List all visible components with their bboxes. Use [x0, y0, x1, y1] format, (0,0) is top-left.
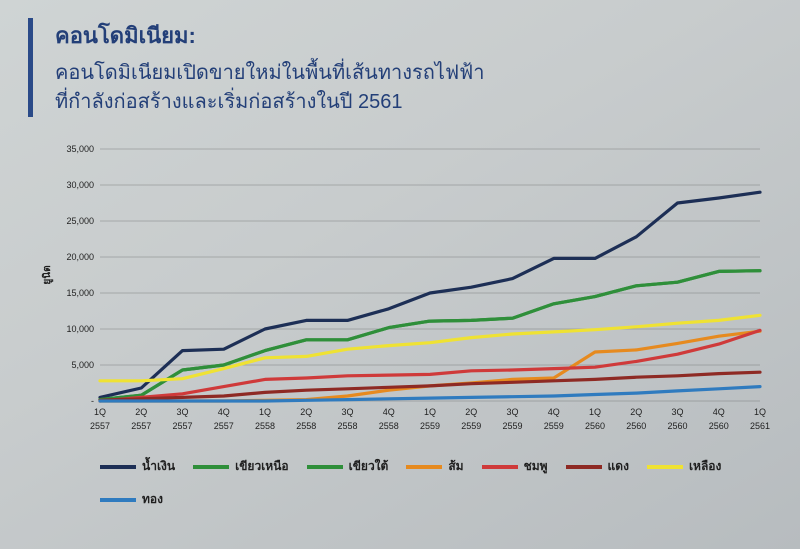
svg-text:35,000: 35,000: [66, 144, 94, 154]
series-yellow: [100, 315, 760, 381]
svg-text:ยูนิต: ยูนิต: [41, 265, 54, 284]
title-block: คอนโดมิเนียม: คอนโดมิเนียมเปิดขายใหม่ในพ…: [28, 18, 770, 117]
legend-swatch: [307, 465, 343, 469]
legend-label: เหลือง: [689, 457, 721, 476]
legend-swatch: [647, 465, 683, 469]
legend-swatch: [100, 498, 136, 502]
legend-label: ชมพู: [524, 457, 548, 476]
svg-text:3Q: 3Q: [341, 407, 353, 417]
legend-swatch: [100, 465, 136, 469]
legend-label: เขียวเหนือ: [235, 457, 289, 476]
svg-text:4Q: 4Q: [383, 407, 395, 417]
svg-text:1Q: 1Q: [754, 407, 766, 417]
legend-item-green_south: เขียวใต้: [307, 457, 389, 476]
svg-text:1Q: 1Q: [259, 407, 271, 417]
legend-item-yellow: เหลือง: [647, 457, 721, 476]
svg-text:-: -: [91, 396, 94, 406]
svg-text:2559: 2559: [502, 421, 522, 431]
series-green_south: [100, 271, 760, 400]
page-subtitle-line1: คอนโดมิเนียมเปิดขายใหม่ในพื้นที่เส้นทางร…: [55, 59, 770, 88]
legend-label: ส้ม: [448, 457, 463, 476]
legend-item-navy: น้ำเงิน: [100, 457, 175, 476]
svg-text:2560: 2560: [626, 421, 646, 431]
legend-item-pink: ชมพู: [482, 457, 548, 476]
legend-label: น้ำเงิน: [142, 457, 175, 476]
svg-text:4Q: 4Q: [713, 407, 725, 417]
legend-swatch: [566, 465, 602, 469]
svg-text:1Q: 1Q: [424, 407, 436, 417]
svg-text:5,000: 5,000: [71, 360, 94, 370]
svg-text:2558: 2558: [337, 421, 357, 431]
legend-label: แดง: [608, 457, 629, 476]
svg-text:4Q: 4Q: [548, 407, 560, 417]
legend-item-gold: ทอง: [100, 490, 163, 509]
svg-text:2557: 2557: [90, 421, 110, 431]
legend-swatch: [406, 465, 442, 469]
svg-text:2558: 2558: [379, 421, 399, 431]
svg-text:25,000: 25,000: [66, 216, 94, 226]
svg-text:2559: 2559: [420, 421, 440, 431]
svg-text:2560: 2560: [585, 421, 605, 431]
svg-text:2557: 2557: [131, 421, 151, 431]
legend-label: ทอง: [142, 490, 163, 509]
svg-text:2559: 2559: [544, 421, 564, 431]
legend-swatch: [482, 465, 518, 469]
svg-text:2Q: 2Q: [630, 407, 642, 417]
svg-text:1Q: 1Q: [589, 407, 601, 417]
svg-text:2560: 2560: [709, 421, 729, 431]
series-red: [100, 372, 760, 400]
svg-text:20,000: 20,000: [66, 252, 94, 262]
svg-text:10,000: 10,000: [66, 324, 94, 334]
svg-text:4Q: 4Q: [218, 407, 230, 417]
svg-text:3Q: 3Q: [671, 407, 683, 417]
svg-text:2557: 2557: [214, 421, 234, 431]
legend-label: เขียวใต้: [349, 457, 389, 476]
line-chart: - 5,000 10,000 15,000 20,000 25,000 30,000 35,0…: [30, 141, 770, 451]
chart-legend: น้ำเงิน เขียวเหนือ เขียวใต้ ส้ม ชมพู แดง เหลือ…: [100, 457, 770, 509]
svg-text:2Q: 2Q: [300, 407, 312, 417]
svg-text:2Q: 2Q: [465, 407, 477, 417]
svg-text:2Q: 2Q: [135, 407, 147, 417]
svg-text:2561: 2561: [750, 421, 770, 431]
svg-text:2559: 2559: [461, 421, 481, 431]
legend-item-orange: ส้ม: [406, 457, 463, 476]
legend-swatch: [193, 465, 229, 469]
series-gold: [100, 387, 760, 401]
chart-container: - 5,000 10,000 15,000 20,000 25,000 30,000 35,0…: [30, 141, 770, 501]
svg-text:30,000: 30,000: [66, 180, 94, 190]
svg-text:2560: 2560: [667, 421, 687, 431]
svg-text:1Q: 1Q: [94, 407, 106, 417]
svg-text:2558: 2558: [255, 421, 275, 431]
svg-text:15,000: 15,000: [66, 288, 94, 298]
page-title: คอนโดมิเนียม:: [55, 18, 770, 53]
svg-text:2558: 2558: [296, 421, 316, 431]
svg-text:2557: 2557: [172, 421, 192, 431]
svg-text:3Q: 3Q: [176, 407, 188, 417]
page-root: คอนโดมิเนียม: คอนโดมิเนียมเปิดขายใหม่ในพ…: [0, 0, 800, 549]
legend-item-green_north: เขียวเหนือ: [193, 457, 289, 476]
svg-text:3Q: 3Q: [506, 407, 518, 417]
series-green_north: [100, 271, 760, 400]
page-subtitle-line2: ที่กำลังก่อสร้างและเริ่มก่อสร้างในปี 256…: [55, 88, 770, 117]
legend-item-red: แดง: [566, 457, 629, 476]
